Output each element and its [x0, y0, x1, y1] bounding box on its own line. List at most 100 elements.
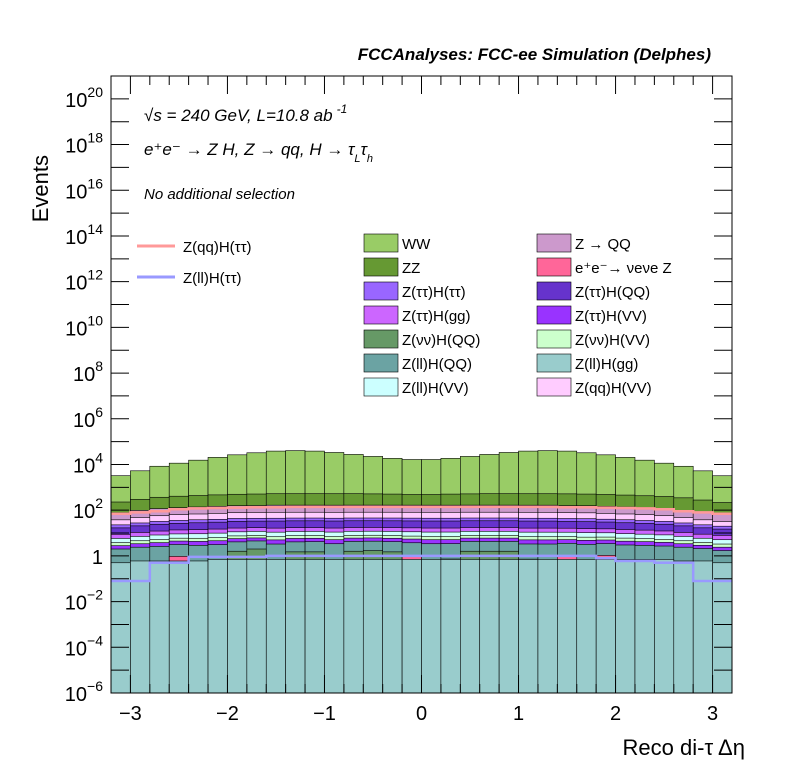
- x-tick-label: −1: [313, 703, 336, 725]
- y-tick-label: 1016: [65, 175, 103, 203]
- legend-box-label: Z(νν)H(QQ): [402, 332, 480, 349]
- legend-box-label: ZZ: [402, 260, 420, 277]
- y-axis-label: Events: [28, 155, 53, 222]
- chart-title: FCCAnalyses: FCC-ee Simulation (Delphes): [358, 45, 712, 64]
- y-tick-label: 108: [73, 358, 103, 386]
- bar: [537, 559, 558, 694]
- x-axis-label: Reco di-τ Δη: [623, 735, 745, 760]
- bar: [460, 559, 481, 694]
- legend-line-label: Z(qq)H(ττ): [183, 239, 252, 256]
- bar: [188, 560, 209, 694]
- axis-ticks: [110, 76, 733, 694]
- y-tick-label: 10−4: [65, 632, 103, 660]
- bar: [712, 562, 733, 694]
- legend-box-swatch: [363, 353, 399, 373]
- legend-box-label: Z(ττ)H(QQ): [575, 284, 650, 301]
- x-tick-labels: −3 −2 −1 0 1 2 3: [119, 703, 718, 725]
- svg-text:√s = 240 GeV, L=10.8 ab-1: √s = 240 GeV, L=10.8 ab -1: [144, 102, 347, 125]
- legend-box-label: Z(ll)H(gg): [575, 356, 638, 373]
- legend-box-label: Z(ττ)H(gg): [402, 308, 471, 325]
- legend-line-label: Z(ll)H(ττ): [183, 270, 242, 287]
- bar: [246, 559, 267, 694]
- x-tick-label: 3: [707, 703, 718, 725]
- annotation-process: e⁺e⁻ → Z H, Z → qq, H → τLτh: [144, 140, 373, 165]
- x-tick-label: 1: [513, 703, 524, 725]
- selection-annotation: No additional selection: [144, 186, 295, 203]
- bar: [265, 559, 286, 694]
- legend-box-label: Z(ll)H(VV): [402, 380, 469, 397]
- legend-box-swatch: [536, 305, 572, 325]
- bar: [498, 559, 519, 694]
- legend-box-swatch: [536, 257, 572, 277]
- bar: [654, 559, 675, 694]
- process-sub-h: h: [367, 153, 373, 165]
- legend-box-swatch: [363, 233, 399, 253]
- bar: [324, 559, 345, 694]
- y-tick-label: 104: [73, 449, 103, 477]
- bar: [227, 559, 248, 694]
- legend-box-swatch: [363, 305, 399, 325]
- legend-box-swatch: [536, 353, 572, 373]
- legend-box-label: Z(qq)H(VV): [575, 380, 652, 397]
- legend-box-label: Z(ll)H(QQ): [402, 356, 472, 373]
- legend-box-label: Z(ττ)H(VV): [575, 308, 647, 325]
- bar: [557, 559, 578, 694]
- x-tick-label: −3: [119, 703, 142, 725]
- annotation-energy: √s = 240 GeV, L=10.8 ab -1: [144, 102, 347, 125]
- y-tick-label: 1020: [65, 84, 103, 112]
- legend: Z(qq)H(ττ) Z(ll)H(ττ) WW Z → QQ ZZ e⁺e⁻→ νeνe…: [137, 233, 672, 397]
- bar: [304, 559, 325, 694]
- legend-box-swatch: [363, 281, 399, 301]
- svg-text:e⁺e⁻ → Z H, Z → qq, H → τLτh: e⁺e⁻ → Z H, Z → qq, H → τLτh: [144, 140, 373, 165]
- y-tick-label: 106: [73, 404, 103, 432]
- line-z-qq-h: [111, 505, 732, 515]
- legend-box-swatch: [536, 281, 572, 301]
- bar: [615, 559, 636, 694]
- bar: [110, 562, 131, 694]
- stacked-bars: [110, 450, 733, 694]
- legend-box-swatch: [363, 377, 399, 397]
- x-tick-label: 2: [610, 703, 621, 725]
- bar: [168, 560, 189, 694]
- y-tick-label: 1018: [65, 130, 103, 158]
- bar: [440, 559, 461, 694]
- process-tau: τ: [361, 140, 369, 159]
- y-tick-label: 10−6: [65, 678, 103, 706]
- legend-box-label: WW: [402, 236, 431, 253]
- legend-box-label: Z(νν)H(VV): [575, 332, 650, 349]
- process-sub-l: L: [354, 153, 360, 165]
- line-z-ll-h: [111, 554, 732, 583]
- bar: [673, 560, 694, 694]
- legend-box-swatch: [536, 377, 572, 397]
- legend-box-swatch: [536, 329, 572, 349]
- y-tick-label: 1012: [65, 267, 103, 295]
- bar: [401, 559, 422, 694]
- bar: [576, 559, 597, 694]
- bar: [595, 559, 616, 694]
- bar: [207, 559, 228, 694]
- x-tick-label: −2: [216, 703, 239, 725]
- bar: [421, 559, 442, 694]
- bar: [518, 559, 539, 694]
- legend-box-label: Z → QQ: [575, 236, 631, 253]
- bar: [382, 559, 403, 694]
- legend-box-label: e⁺e⁻→ νeνe Z: [575, 260, 672, 277]
- bar: [634, 559, 655, 694]
- y-tick-label: 1014: [65, 221, 103, 249]
- energy-text: √s = 240 GeV, L=10.8 ab: [144, 106, 333, 125]
- legend-box-swatch: [536, 233, 572, 253]
- x-tick-label: 0: [416, 703, 427, 725]
- y-tick-labels: 10−6 10−4 10−2 1 102 104 106 108 1010 1012 1014 101…: [65, 84, 103, 706]
- y-tick-label: 1010: [65, 312, 103, 340]
- bar: [149, 560, 170, 694]
- bars-z-ll-h-gg: [110, 559, 733, 694]
- bar: [285, 559, 306, 694]
- y-tick-label: 10−2: [65, 587, 103, 615]
- legend-box-label: Z(ττ)H(ττ): [402, 284, 466, 301]
- legend-box-swatch: [363, 329, 399, 349]
- bar: [343, 559, 364, 694]
- y-tick-label: 102: [73, 495, 103, 523]
- y-tick-label: 1: [92, 547, 103, 569]
- process-text: e⁺e⁻ → Z H, Z → qq, H → τ: [144, 140, 356, 159]
